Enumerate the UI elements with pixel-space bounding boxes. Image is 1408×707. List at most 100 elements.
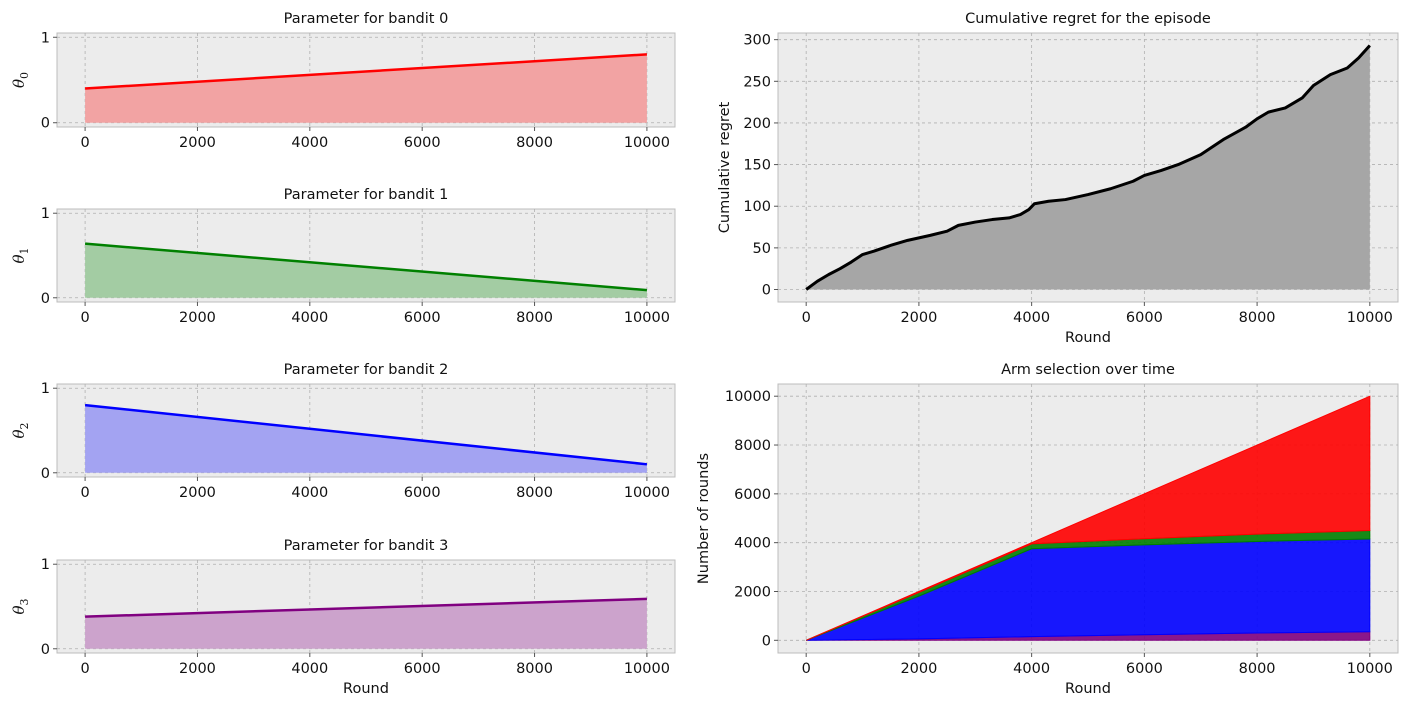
- x-tick-label: 10000: [1347, 310, 1393, 326]
- y-tick-label: 2000: [734, 584, 771, 600]
- x-tick-label: 4000: [291, 310, 328, 326]
- plot-data: [84, 403, 648, 473]
- area-fill: [85, 405, 647, 473]
- x-tick-label: 8000: [516, 485, 553, 501]
- y-tick-label: 1: [41, 557, 50, 573]
- chart-title: Parameter for bandit 1: [284, 187, 449, 203]
- plot-data: [805, 395, 1371, 641]
- y-tick-label: 0: [41, 466, 50, 482]
- x-tick-label: 8000: [516, 310, 553, 326]
- x-tick-label: 6000: [404, 485, 441, 501]
- x-tick-label: 2000: [900, 310, 937, 326]
- bandit-0-parameter-panel: Parameter for bandit 0 0 2000 4000 6000 8000…: [10, 11, 676, 151]
- area-fill: [85, 243, 647, 298]
- y-axis-label-subscript: 1: [18, 247, 31, 254]
- x-tick-label: 6000: [404, 310, 441, 326]
- x-tick-label: 0: [802, 310, 811, 326]
- chart-title: Cumulative regret for the episode: [965, 11, 1211, 27]
- x-tick-label: 2000: [179, 310, 216, 326]
- y-axis-label: Cumulative regret: [717, 101, 733, 233]
- y-tick-label: 10000: [725, 389, 771, 405]
- x-tick-label: 8000: [516, 661, 553, 677]
- x-axis-label: Round: [343, 681, 389, 697]
- y-axis-label: Number of rounds: [696, 453, 712, 584]
- bandit-1-parameter-panel: Parameter for bandit 1 0 2000 4000 6000 8000…: [10, 187, 676, 326]
- x-tick-label: 2000: [900, 661, 937, 677]
- y-tick-label: 0: [41, 116, 50, 132]
- y-axis-label: θ0: [10, 72, 31, 88]
- plot-data: [805, 44, 1371, 291]
- x-tick-label: 6000: [1126, 661, 1163, 677]
- series-line: [85, 597, 647, 618]
- x-tick-label: 2000: [179, 661, 216, 677]
- y-tick-label: 200: [743, 116, 771, 132]
- x-tick-label: 0: [802, 661, 811, 677]
- x-tick-label: 4000: [291, 135, 328, 151]
- x-axis-label: Round: [1065, 330, 1111, 346]
- x-tick-label: 6000: [404, 135, 441, 151]
- y-axis-label-symbol: θ: [10, 429, 28, 438]
- chart-title: Parameter for bandit 0: [284, 11, 449, 27]
- x-tick-label: 8000: [516, 135, 553, 151]
- x-tick-label: 4000: [1013, 310, 1050, 326]
- y-tick-label: 100: [743, 199, 771, 215]
- y-axis-label: θ1: [10, 247, 31, 263]
- x-tick-label: 8000: [1239, 661, 1276, 677]
- y-tick-label: 50: [753, 241, 771, 257]
- y-tick-label: 150: [743, 158, 771, 174]
- bandit-2-parameter-panel: Parameter for bandit 2 0 2000 4000 6000 8000…: [10, 362, 676, 501]
- x-tick-label: 6000: [1126, 310, 1163, 326]
- y-tick-label: 0: [41, 642, 50, 658]
- x-tick-label: 0: [80, 135, 89, 151]
- x-tick-label: 8000: [1239, 310, 1276, 326]
- y-tick-label: 6000: [734, 487, 771, 503]
- cumulative-regret-panel: Cumulative regret for the episode Round …: [717, 11, 1399, 346]
- chart-title: Arm selection over time: [1001, 362, 1175, 378]
- x-axis-label: Round: [1065, 681, 1111, 697]
- y-axis-label: θ3: [10, 598, 31, 614]
- y-tick-label: 4000: [734, 536, 771, 552]
- area-fill: [85, 54, 647, 123]
- x-tick-label: 10000: [1347, 661, 1393, 677]
- y-tick-label: 1: [41, 30, 50, 46]
- y-axis-label-symbol: θ: [10, 254, 28, 263]
- y-tick-label: 250: [743, 74, 771, 90]
- x-tick-label: 10000: [624, 485, 670, 501]
- x-tick-label: 4000: [1013, 661, 1050, 677]
- y-tick-label: 1: [41, 381, 50, 397]
- arm-selection-panel: Arm selection over time Round Number of …: [696, 362, 1399, 697]
- series-line: [85, 53, 647, 90]
- x-tick-label: 10000: [624, 661, 670, 677]
- series-line: [805, 44, 1371, 291]
- bandit-3-parameter-panel: Parameter for bandit 3 Round 0 2000 4000 60…: [10, 538, 676, 697]
- y-axis-label-subscript: 0: [18, 72, 31, 79]
- x-tick-label: 4000: [291, 661, 328, 677]
- y-tick-label: 8000: [734, 438, 771, 454]
- y-axis-label-symbol: θ: [10, 79, 28, 88]
- y-tick-label: 0: [762, 633, 771, 649]
- x-tick-label: 4000: [291, 485, 328, 501]
- x-tick-label: 10000: [624, 135, 670, 151]
- y-axis-label-subscript: 3: [18, 598, 31, 605]
- x-tick-label: 2000: [179, 135, 216, 151]
- y-axis-label: θ2: [10, 422, 31, 438]
- y-axis-label-subscript: 2: [18, 422, 31, 429]
- chart-title: Parameter for bandit 3: [284, 538, 449, 554]
- x-tick-label: 0: [80, 661, 89, 677]
- stacked-area-arm-3: [805, 395, 1371, 641]
- area-fill: [806, 45, 1370, 290]
- plot-data: [84, 242, 648, 298]
- plot-data: [85, 53, 647, 123]
- plot-data: [85, 597, 647, 649]
- x-tick-label: 0: [80, 310, 89, 326]
- y-tick-label: 300: [743, 33, 771, 49]
- series-line: [84, 403, 648, 466]
- y-tick-label: 1: [41, 206, 50, 222]
- area-fill: [85, 598, 647, 649]
- y-tick-label: 0: [41, 291, 50, 307]
- y-axis-label-symbol: θ: [10, 605, 28, 614]
- y-tick-label: 0: [762, 283, 771, 299]
- series-line: [84, 242, 648, 292]
- chart-title: Parameter for bandit 2: [284, 362, 449, 378]
